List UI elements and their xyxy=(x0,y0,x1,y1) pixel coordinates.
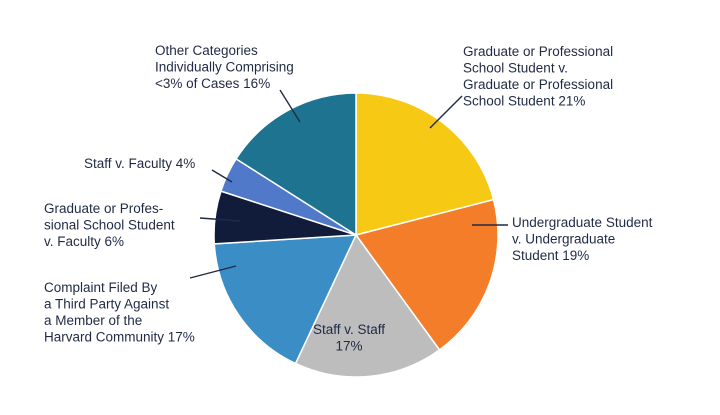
leader-line-6 xyxy=(279,89,301,123)
slice-label-line: v. Faculty 6% xyxy=(44,234,124,249)
slice-label-6: Other Categories Individually Comprising <… xyxy=(155,43,294,91)
leader-line-5 xyxy=(211,169,233,183)
slice-label-4: Graduate or Profes-sional School Student… xyxy=(44,201,175,249)
slice-label-line: a Member of the xyxy=(44,313,142,328)
slice-label-line: Complaint Filed By xyxy=(44,280,158,295)
slice-label-line: Graduate or Professional xyxy=(463,77,613,92)
slice-label-line: Other Categories xyxy=(155,43,258,58)
pie-slice-2 xyxy=(294,233,441,378)
slice-label-line: School Student 21% xyxy=(463,94,585,109)
slice-label-line: School Student v. xyxy=(463,61,568,76)
slice-label-line: sional School Student xyxy=(44,218,175,233)
slice-label-3: Complaint Filed By a Third Party Against a… xyxy=(44,280,195,345)
slice-label-line: a Third Party Against xyxy=(44,297,169,312)
slice-label-line: Student 19% xyxy=(512,248,589,263)
slice-label-5: Staff v. Faculty 4% xyxy=(84,156,195,171)
slice-label-line: v. Undergraduate xyxy=(512,232,615,247)
slice-label-line: Graduate or Profes- xyxy=(44,201,163,216)
leader-line-3 xyxy=(189,265,237,279)
slice-label-line: Staff v. Staff xyxy=(313,322,385,337)
slice-label-line: Undergraduate Student xyxy=(512,215,653,230)
slice-label-line: <3% of Cases 16% xyxy=(155,76,270,91)
pie-slice-6 xyxy=(235,92,357,237)
slice-label-0: Graduate or Professional School Student v… xyxy=(463,44,613,109)
slice-label-line: 17% xyxy=(335,339,362,354)
pie-slice-1 xyxy=(354,198,499,351)
slice-label-line: Graduate or Professional xyxy=(463,44,613,59)
pie-slice-0 xyxy=(355,92,495,236)
pie-slice-3 xyxy=(213,234,358,365)
slice-label-2: Staff v. Staff 17% xyxy=(313,322,385,354)
slice-label-1: Undergraduate Student v. Undergraduate Stu… xyxy=(512,215,653,263)
slice-label-line: Staff v. Faculty 4% xyxy=(84,156,195,171)
leader-line-0 xyxy=(429,95,463,129)
slice-label-line: Individually Comprising xyxy=(155,60,294,75)
slice-label-line: Harvard Community 17% xyxy=(44,330,195,345)
leader-line-4 xyxy=(199,217,241,222)
